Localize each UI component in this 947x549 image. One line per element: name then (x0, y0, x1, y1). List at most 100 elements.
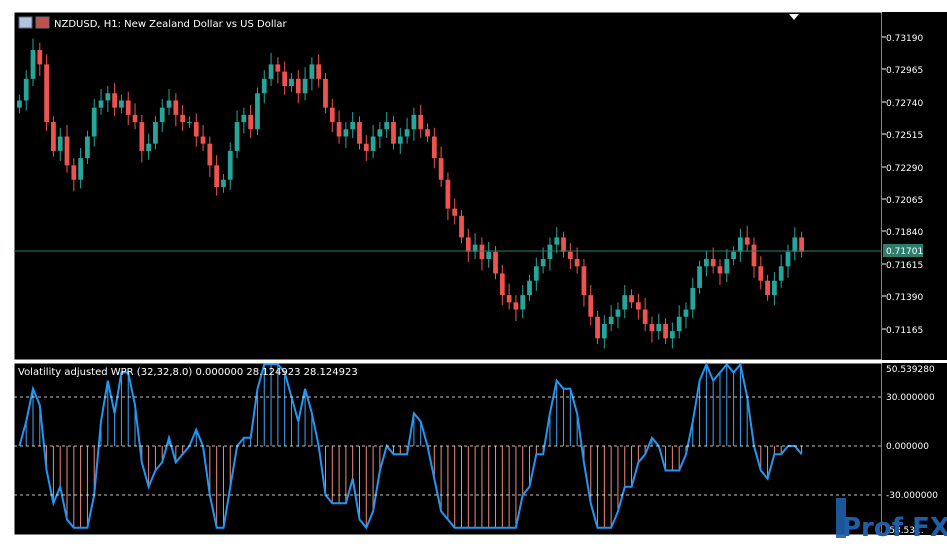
price-tick: 0.71840 (886, 228, 923, 238)
candle-body (445, 179, 451, 209)
candle-body (30, 49, 36, 79)
candle-body (119, 100, 124, 108)
candle-body (261, 78, 267, 94)
price-tick: 0.73190 (886, 34, 923, 44)
candle-body (404, 129, 410, 137)
candlestick-series (17, 38, 804, 349)
candle-body (180, 114, 186, 123)
price-tick: 0.71615 (886, 261, 923, 271)
candle-body (635, 302, 641, 310)
candle-body (98, 100, 104, 108)
candle-body (377, 129, 383, 137)
candle-body (227, 150, 233, 180)
candle-body (574, 259, 580, 267)
candle-body (214, 165, 220, 187)
candle-body (357, 122, 362, 144)
candle-body (758, 266, 764, 281)
price-tick: 0.72065 (886, 196, 923, 206)
candle-body (391, 122, 396, 144)
candle-body (323, 78, 328, 108)
candle-body (554, 237, 560, 245)
candle-body (540, 259, 546, 267)
candle-body (486, 251, 492, 260)
price-tick: 0.71390 (886, 293, 923, 303)
candle-body (683, 309, 689, 317)
candle-body (744, 237, 750, 245)
candle-body (615, 309, 621, 317)
candle-body (601, 323, 607, 339)
candle-body (642, 309, 648, 324)
price-tick: 0.72965 (886, 66, 923, 76)
candle-body (51, 122, 56, 151)
candle-body (595, 316, 600, 339)
candle-body (125, 100, 131, 115)
indicator-axis[interactable] (882, 363, 947, 535)
candle-body (153, 122, 158, 144)
candle-body (778, 266, 784, 281)
candle-body (78, 158, 83, 180)
candle-body (316, 64, 322, 79)
candle-body (731, 251, 736, 260)
candle-body (472, 244, 478, 252)
indicator-tick: 0.000000 (886, 442, 929, 452)
shift-marker-icon[interactable] (789, 14, 799, 20)
candle-body (166, 100, 172, 108)
candle-body (112, 93, 118, 108)
main-price-axis[interactable] (882, 12, 947, 360)
candle-body (350, 122, 356, 130)
prof-fx-logo: Prof FX (836, 498, 947, 543)
candle-body (493, 251, 498, 274)
candle-body (384, 122, 390, 130)
candle-body (527, 280, 532, 296)
candle-body (207, 143, 213, 166)
candle-body (506, 295, 512, 303)
candle-body (663, 323, 668, 339)
candle-body (751, 244, 757, 267)
candle-body (275, 64, 281, 72)
candle-body (703, 259, 709, 267)
chart-title-bar: NZDUSD, H1: New Zealand Dollar vs US Dol… (18, 16, 288, 30)
candle-body (295, 78, 301, 94)
candle-body (676, 316, 682, 332)
candle-body (608, 316, 614, 324)
candle-body (221, 179, 226, 187)
candle-body (329, 107, 335, 123)
candle-body (690, 287, 696, 310)
indicator-tick: 50.539280 (886, 365, 935, 375)
candle-body (71, 165, 77, 180)
candle-body (724, 259, 730, 274)
candle-body (438, 158, 444, 180)
candle-body (479, 244, 485, 260)
candle-body (248, 114, 254, 130)
candle-body (234, 122, 240, 151)
candle-body (465, 237, 471, 252)
price-axis-labels: 0.73190 0.72965 0.72740 0.72515 0.72290 … (886, 34, 923, 336)
indicator-tick: -30.000000 (886, 491, 938, 501)
current-price-label: 0.71701 (886, 247, 923, 257)
price-tick: 0.71165 (886, 326, 923, 336)
candle-body (139, 122, 145, 151)
watermark-text: Prof FX (842, 513, 947, 543)
candle-body (23, 78, 29, 101)
candle-body (499, 273, 505, 296)
candle-body (792, 237, 798, 252)
candle-body (649, 323, 655, 332)
candle-body (425, 129, 430, 137)
logo-bar-icon (836, 498, 846, 538)
candle-body (717, 266, 723, 274)
candle-body (193, 122, 199, 137)
candle-body (159, 107, 165, 123)
candle-body (57, 136, 63, 151)
candle-body (187, 122, 192, 124)
candle-body (85, 136, 90, 159)
candle-body (255, 93, 260, 130)
candle-body (431, 136, 437, 159)
candle-body (91, 107, 97, 137)
candle-body (567, 251, 573, 260)
candle-body (629, 295, 634, 303)
candle-body (343, 129, 349, 137)
candle-body (765, 280, 770, 296)
candle-body (785, 251, 791, 267)
candle-body (37, 49, 43, 65)
